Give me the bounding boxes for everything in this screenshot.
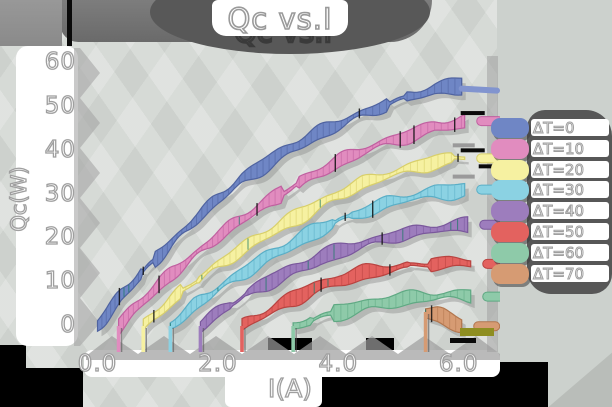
x-axis-title: I(A) xyxy=(267,373,312,403)
legend-swatch-ΔT=0 xyxy=(491,118,529,138)
legend-label-ΔT=70: ΔT=70 xyxy=(533,264,585,283)
y-axis-label-band xyxy=(16,46,78,346)
legend-label-ΔT=30: ΔT=30 xyxy=(533,181,585,200)
page-title: Qc vs.I xyxy=(227,1,333,37)
series-band-ΔT=30 xyxy=(169,182,466,331)
bottom-left-black-block-small xyxy=(0,345,26,368)
series-band-ΔT=40 xyxy=(199,216,469,335)
y-tick-10: 10 xyxy=(44,268,76,295)
legend-label-ΔT=50: ΔT=50 xyxy=(533,223,585,242)
series-band-ΔT=50 xyxy=(241,255,472,332)
top-left-gray-block xyxy=(0,0,62,46)
y-tick-40: 40 xyxy=(44,136,76,163)
legend-label-ΔT=0: ΔT=0 xyxy=(533,119,576,138)
legend-swatch-ΔT=60 xyxy=(491,242,529,263)
y-tick-0: 0 xyxy=(60,311,76,338)
legend-swatch-ΔT=10 xyxy=(491,138,529,159)
bottom-right-black-block-1 xyxy=(313,373,403,407)
tan-end-olive-bar xyxy=(460,328,494,336)
x-axis-title-box xyxy=(225,370,322,407)
legend-label-ΔT=10: ΔT=10 xyxy=(533,139,585,158)
legend-swatch-ΔT=20 xyxy=(491,159,529,180)
series-endcap-ΔT=60 xyxy=(482,291,500,302)
legend-row-bg xyxy=(531,160,609,178)
legend-row-bg xyxy=(531,202,609,220)
y-tick-60: 60 xyxy=(44,49,76,76)
x-tick-2.0: 2.0 xyxy=(197,350,238,377)
legend-row-bg xyxy=(531,243,609,261)
legend-label-ΔT=40: ΔT=40 xyxy=(533,202,585,221)
top-left-black-line xyxy=(67,0,72,46)
legend-swatch-ΔT=40 xyxy=(491,201,529,222)
legend-row-bg xyxy=(531,223,609,240)
series-band-ΔT=20 xyxy=(142,152,466,332)
series-band-ΔT=60 xyxy=(292,289,472,331)
x-tick-6.0: 6.0 xyxy=(438,350,479,377)
legend-row-bg xyxy=(531,139,609,157)
title-box xyxy=(212,0,348,36)
axis-zigzag-bottom xyxy=(86,336,500,360)
legend-label-ΔT=20: ΔT=20 xyxy=(533,160,585,179)
bottom-left-black-block xyxy=(0,368,83,407)
y-tick-30: 30 xyxy=(44,180,76,207)
legend-swatch-ΔT=30 xyxy=(491,180,529,201)
series-band-ΔT=0 xyxy=(96,77,463,333)
legend-row-bg xyxy=(531,119,609,136)
y-tick-20: 20 xyxy=(44,224,76,251)
y-tick-50: 50 xyxy=(44,92,76,119)
legend-label-ΔT=60: ΔT=60 xyxy=(533,243,585,262)
series-band-ΔT=10 xyxy=(118,113,466,338)
legend-swatch-ΔT=70 xyxy=(491,263,529,284)
x-tick-0.0: 0.0 xyxy=(77,350,118,377)
legend-row-bg xyxy=(531,181,609,199)
axis-zigzag-left xyxy=(74,48,100,346)
legend-row-bg xyxy=(531,264,609,282)
legend-swatch-ΔT=50 xyxy=(491,222,529,242)
x-tick-4.0: 4.0 xyxy=(318,350,359,377)
